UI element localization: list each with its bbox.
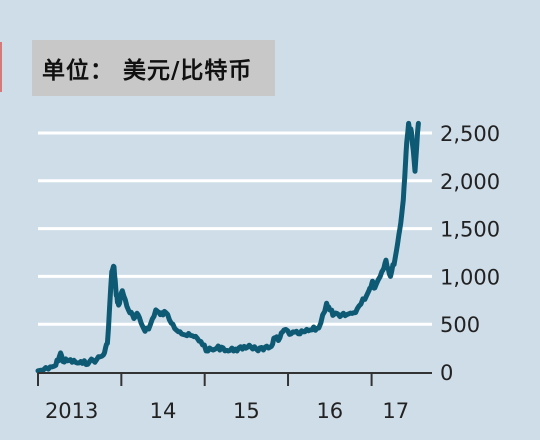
y-tick-label: 2,000 xyxy=(440,170,500,194)
y-tick-label: 1,000 xyxy=(440,265,500,289)
y-axis-labels: 0 500 1,000 1,500 2,000 2,500 xyxy=(440,122,500,385)
x-axis-ticks xyxy=(37,373,373,386)
y-tick-label: 500 xyxy=(440,313,480,337)
x-tick-label: 16 xyxy=(316,399,343,423)
x-tick-label: 14 xyxy=(150,399,177,423)
x-tick-label: 2013 xyxy=(45,399,98,423)
y-tick-label: 0 xyxy=(440,361,453,385)
gridlines xyxy=(38,131,432,326)
y-tick-label: 1,500 xyxy=(440,218,500,242)
y-tick-label: 2,500 xyxy=(440,122,500,146)
series-line xyxy=(35,120,421,374)
unit-label-prefix: 单位： xyxy=(42,58,114,84)
x-axis-labels: 2013 14 15 16 17 xyxy=(45,399,409,423)
edge-marker xyxy=(0,42,2,92)
x-tick-label: 15 xyxy=(233,399,260,423)
unit-label: 单位： 美元/比特币 xyxy=(32,40,275,96)
unit-label-value: 美元/比特币 xyxy=(123,58,253,84)
x-tick-label: 17 xyxy=(382,399,409,423)
